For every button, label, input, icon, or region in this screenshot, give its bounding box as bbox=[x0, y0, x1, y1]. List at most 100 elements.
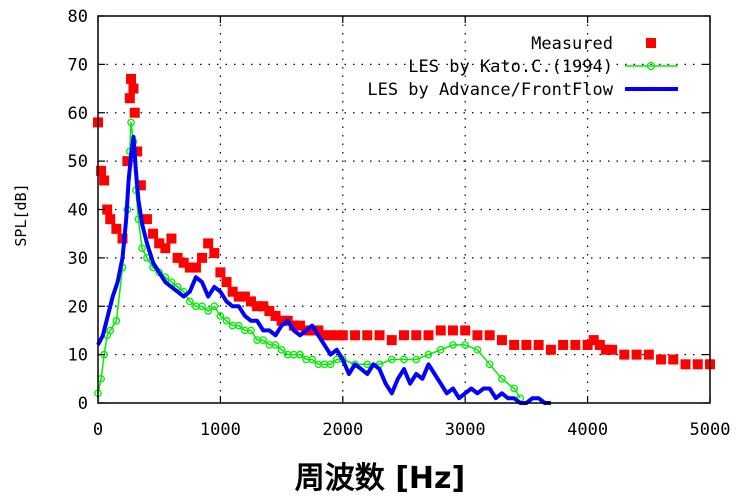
measured-point bbox=[227, 286, 238, 297]
measured-point bbox=[96, 165, 107, 176]
measured-point bbox=[680, 359, 691, 370]
measured-point bbox=[411, 330, 422, 341]
measured-point bbox=[607, 344, 618, 355]
kato-point bbox=[127, 118, 135, 127]
measured-point bbox=[447, 325, 458, 336]
measured-point bbox=[337, 330, 348, 341]
measured-point bbox=[570, 339, 581, 350]
kato-point bbox=[247, 326, 255, 335]
y-tick-label: 0 bbox=[78, 394, 88, 414]
measured-point bbox=[350, 330, 361, 341]
measured-point bbox=[374, 330, 385, 341]
measured-point bbox=[399, 330, 409, 341]
measured-point bbox=[239, 291, 250, 302]
kato-point bbox=[185, 297, 194, 306]
legend-label: LES by Advance/FrontFlow bbox=[367, 80, 613, 100]
kato-point bbox=[138, 244, 146, 253]
measured-point bbox=[496, 335, 507, 346]
measured-point bbox=[276, 315, 287, 326]
measured-point bbox=[105, 214, 116, 225]
measured-point bbox=[331, 330, 342, 341]
kato-point bbox=[387, 355, 396, 364]
measured-point bbox=[203, 238, 214, 249]
kato-point bbox=[363, 360, 372, 369]
grid-lines bbox=[98, 16, 710, 403]
measured-point bbox=[631, 349, 642, 360]
kato-point bbox=[277, 345, 286, 354]
measured-point bbox=[643, 349, 654, 360]
measured-point bbox=[423, 330, 434, 341]
measured-point bbox=[197, 252, 208, 263]
measured-point bbox=[307, 325, 318, 336]
series-3 bbox=[96, 134, 551, 405]
kato-point bbox=[461, 341, 470, 349]
kato-point bbox=[308, 355, 317, 364]
x-tick-label: 2000 bbox=[322, 420, 363, 440]
kato-point bbox=[210, 302, 219, 311]
axis-ticks: 0 1000 2000 3000 4000 5000 0 10 20 30 40 50 60 70 80 bbox=[68, 7, 731, 440]
x-tick-label: 1000 bbox=[200, 420, 241, 440]
measured-point bbox=[178, 257, 189, 268]
measured-point bbox=[126, 73, 137, 84]
y-tick-label: 80 bbox=[68, 7, 88, 27]
measured-point bbox=[460, 325, 471, 336]
measured-point bbox=[533, 339, 544, 350]
measured-point bbox=[148, 228, 159, 239]
legend: Measured LES by Kato.C.(1994) LES by Advan… bbox=[367, 34, 678, 100]
kato-point bbox=[510, 384, 519, 393]
measured-point bbox=[221, 277, 232, 288]
measured-point bbox=[258, 301, 269, 312]
measured-point bbox=[270, 310, 281, 321]
measured-point bbox=[545, 344, 556, 355]
x-tick-label: 5000 bbox=[690, 420, 731, 440]
y-tick-label: 70 bbox=[68, 55, 88, 75]
measured-point bbox=[582, 339, 593, 350]
measured-point bbox=[252, 301, 263, 312]
kato-point bbox=[216, 312, 225, 320]
measured-point bbox=[435, 325, 446, 336]
measured-point bbox=[484, 330, 495, 341]
legend-label: Measured bbox=[531, 34, 613, 54]
kato-point bbox=[222, 316, 231, 325]
measured-point bbox=[111, 223, 122, 234]
measured-point bbox=[319, 330, 330, 341]
measured-point bbox=[209, 248, 220, 259]
measured-point bbox=[313, 325, 324, 336]
measured-point bbox=[472, 330, 483, 341]
kato-point bbox=[473, 345, 482, 354]
x-tick-label: 4000 bbox=[567, 420, 608, 440]
kato-point bbox=[424, 350, 433, 359]
y-tick-label: 40 bbox=[68, 201, 88, 221]
measured-point bbox=[656, 354, 667, 365]
measured-point bbox=[288, 320, 299, 331]
measured-point bbox=[128, 83, 139, 94]
measured-point bbox=[521, 339, 532, 350]
kato-point bbox=[449, 341, 457, 349]
measured-point bbox=[172, 252, 183, 263]
measured-point bbox=[233, 291, 244, 302]
measured-point bbox=[588, 335, 599, 346]
kato-point bbox=[234, 321, 243, 330]
measured-point bbox=[154, 238, 165, 249]
kato-point bbox=[498, 374, 506, 383]
kato-point bbox=[204, 307, 213, 315]
measured-point bbox=[600, 344, 611, 355]
kato-line bbox=[97, 121, 521, 399]
x-tick-label: 0 bbox=[93, 420, 103, 440]
measured-point bbox=[246, 296, 256, 307]
measured-point bbox=[215, 267, 226, 278]
frontflow-line bbox=[96, 134, 551, 405]
y-tick-label: 50 bbox=[68, 152, 88, 172]
measured-point bbox=[166, 233, 177, 244]
x-tick-label: 3000 bbox=[445, 420, 486, 440]
measured-point bbox=[692, 359, 703, 370]
measured-point bbox=[509, 339, 520, 350]
y-tick-label: 10 bbox=[68, 346, 88, 366]
measured-point bbox=[122, 156, 133, 167]
measured-point bbox=[294, 320, 305, 331]
x-axis-title: 周波数 [Hz] bbox=[295, 461, 465, 496]
series-1 bbox=[93, 73, 715, 370]
kato-point bbox=[412, 355, 421, 364]
measured-point bbox=[264, 306, 275, 317]
